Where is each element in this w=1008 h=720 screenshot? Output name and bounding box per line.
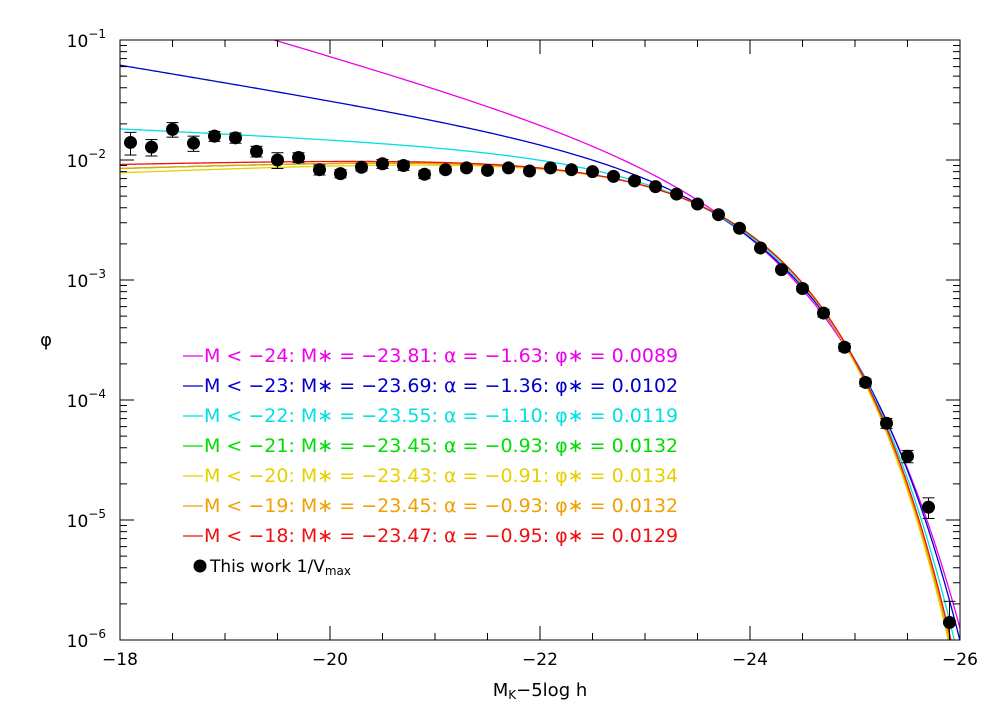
x-tick-label: −26 [942,650,978,670]
data-point [250,144,263,158]
legend-point-marker [193,559,207,573]
y-tick-label: 10−4 [67,387,106,412]
data-point [229,131,242,145]
x-axis-label: MK−5log h [493,680,588,702]
x-tick-label: −20 [312,650,348,670]
data-point [523,164,536,178]
data-point [733,221,746,235]
x-tick-label: −18 [102,650,138,670]
data-point [565,163,578,177]
data-point [670,187,683,201]
data-point [397,158,410,172]
x-axis-ticks: −18 −20 −22 −24 −26 [102,40,978,670]
data-point [586,165,599,179]
data-point [712,208,725,222]
data-point [145,140,158,154]
data-point [292,150,305,164]
plot-frame [119,39,961,641]
data-point [859,375,872,389]
data-point [313,163,326,177]
legend-label: M < −24: M∗ = −23.81: α = −1.63: φ∗ = 0.… [204,345,678,367]
data-point [754,241,767,255]
x-tick-label: −22 [522,650,558,670]
data-point [838,340,851,354]
y-tick-label: 10−5 [67,507,106,532]
data-point [880,416,893,430]
data-point [439,163,452,177]
legend-label: M < −23: M∗ = −23.69: α = −1.36: φ∗ = 0.… [204,375,678,397]
data-point [481,163,494,177]
data-point [460,161,473,175]
data-point [187,136,200,150]
y-tick-label: 10−1 [67,27,106,52]
data-point [502,161,515,175]
legend-label: M < −18: M∗ = −23.47: α = −0.95: φ∗ = 0.… [204,525,678,547]
legend-label: M < −20: M∗ = −23.43: α = −0.91: φ∗ = 0.… [204,465,678,487]
data-point [943,615,956,629]
legend-points-label: This work 1/Vmax [209,557,351,578]
data-point [607,169,620,183]
data-point [376,157,389,171]
data-point [124,135,137,149]
data-point [649,180,662,194]
y-tick-label: 10−2 [67,147,106,172]
data-point [166,122,179,136]
data-point [544,161,557,175]
data-point [334,167,347,181]
data-point [796,281,809,295]
data-point [271,153,284,167]
legend-label: M < −19: M∗ = −23.45: α = −0.93: φ∗ = 0.… [204,495,678,517]
data-points [124,122,956,640]
schechter-fit-curves [120,40,960,640]
data-point [628,174,641,188]
data-point [355,160,368,174]
data-point [775,263,788,277]
y-tick-label: 10−3 [67,267,106,292]
data-point [901,449,914,463]
legend: M < −24: M∗ = −23.81: α = −1.63: φ∗ = 0.… [183,345,678,578]
data-point [922,500,935,514]
legend-label: M < −21: M∗ = −23.45: α = −0.93: φ∗ = 0.… [204,435,678,457]
y-axis-label: φ [40,330,52,351]
fit-curve [120,164,949,640]
data-point [817,306,830,320]
data-point [418,167,431,181]
y-axis-ticks: 10−1 10−2 10−3 10−4 10−5 10−6 [67,27,960,652]
legend-label: M < −22: M∗ = −23.55: α = −1.10: φ∗ = 0.… [204,405,678,427]
y-tick-label: 10−6 [67,627,106,652]
fit-curve [120,160,952,640]
data-point [208,129,221,143]
x-tick-label: −24 [732,650,768,670]
data-point [691,197,704,211]
